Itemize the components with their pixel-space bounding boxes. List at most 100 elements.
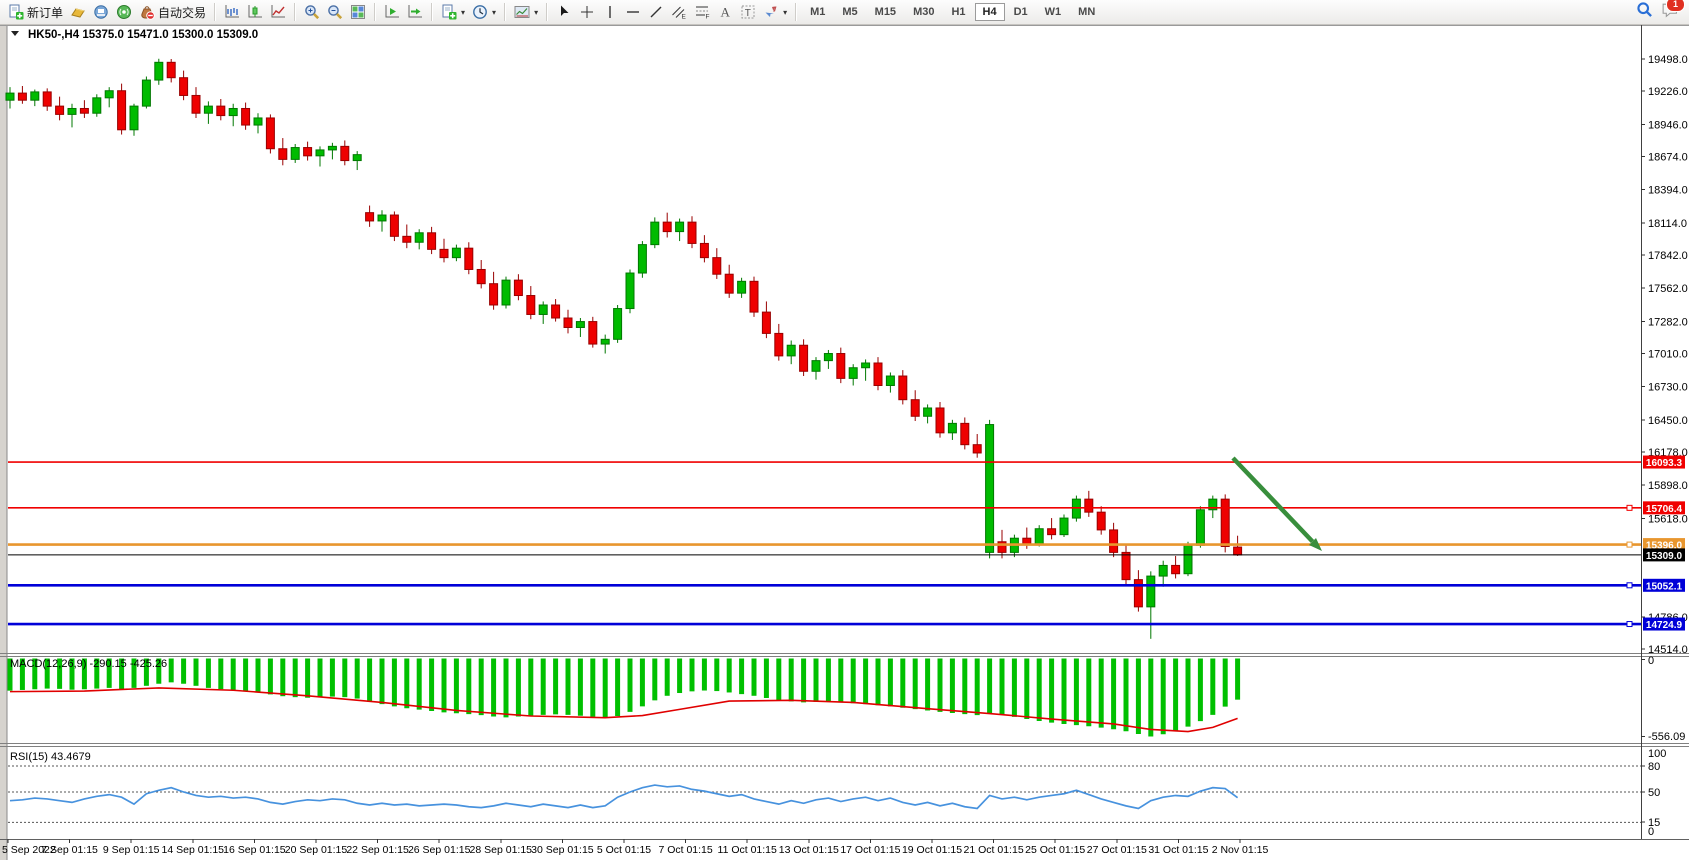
- fibonacci-retracement-icon: F: [694, 4, 710, 20]
- autotrading-button[interactable]: 自动交易: [136, 2, 209, 23]
- trend-arrow[interactable]: [1231, 456, 1315, 544]
- horizontal-line-button[interactable]: [622, 2, 644, 22]
- crosshair-button[interactable]: [576, 2, 598, 22]
- line-handle[interactable]: [1626, 621, 1633, 628]
- market-icon: [70, 4, 86, 20]
- macd-zero-label: 0: [1648, 655, 1654, 667]
- timeframe-h4-button[interactable]: H4: [974, 3, 1005, 21]
- fibonacci-retracement-button[interactable]: F: [691, 2, 713, 22]
- macd-min-label: -556.09: [1648, 731, 1685, 743]
- date-tick-label: 20 Sep 01:15: [285, 844, 348, 856]
- candlestick-chart-button[interactable]: [244, 2, 266, 22]
- candle: [327, 145, 337, 151]
- rsi-axis-label: 50: [1648, 787, 1660, 799]
- bar-chart-button[interactable]: [221, 2, 243, 22]
- market-button[interactable]: [67, 2, 89, 22]
- vertical-line-button[interactable]: [599, 2, 621, 22]
- one-click-trading-toggle[interactable]: [11, 31, 19, 36]
- candle: [79, 107, 89, 114]
- toolbar-group: ▾: [509, 2, 543, 22]
- timeframe-mn-button[interactable]: MN: [1078, 6, 1096, 18]
- timeframe-d1-button[interactable]: D1: [1013, 6, 1028, 18]
- timeframe-w1-button[interactable]: W1: [1044, 6, 1062, 18]
- toolbar: 新订单 自动交易 ▾ ▾ ▾ E F A T ▾ M1 M5 M15 M30 H1 H4 D1 W1 MN 1: [0, 0, 1689, 25]
- toolbar-group: [379, 2, 428, 22]
- candle: [687, 221, 697, 244]
- new-chart-icon: [441, 4, 457, 20]
- search-button[interactable]: [1636, 1, 1653, 23]
- text-button[interactable]: A: [714, 2, 736, 22]
- profile-button[interactable]: [90, 2, 112, 22]
- text-label-button[interactable]: T: [737, 2, 759, 22]
- auto-scroll-button[interactable]: [381, 2, 403, 22]
- price-label: 15706.4: [1646, 504, 1683, 515]
- price-label: 15309.0: [1646, 551, 1683, 562]
- zoom-out-icon: [327, 4, 343, 20]
- zoom-in-button[interactable]: [301, 2, 323, 22]
- timeframe-m5-button[interactable]: M5: [842, 6, 858, 18]
- candle: [699, 242, 709, 259]
- templates-button[interactable]: ▾: [511, 2, 541, 22]
- cursor-button[interactable]: [553, 2, 575, 22]
- line-handle[interactable]: [1626, 541, 1633, 548]
- candle: [203, 105, 213, 114]
- line-handle[interactable]: [1626, 504, 1633, 511]
- candle: [526, 295, 536, 315]
- new-chart-button[interactable]: ▾: [438, 2, 468, 22]
- candle: [253, 117, 263, 126]
- candle: [1084, 498, 1094, 513]
- timeframe-m15-button[interactable]: M15: [874, 6, 897, 18]
- price-tick-label: 15898.0: [1648, 480, 1688, 492]
- rsi-axis-label: 100: [1648, 748, 1666, 760]
- notifications-button[interactable]: 1: [1661, 0, 1685, 23]
- candle: [873, 362, 883, 386]
- price-tick-label: 17282.0: [1648, 316, 1688, 328]
- candle: [5, 92, 15, 101]
- trendline-button[interactable]: [645, 2, 667, 22]
- text-icon: A: [717, 4, 733, 20]
- candle: [154, 61, 164, 81]
- timeframe-h1-button[interactable]: H1: [951, 6, 966, 18]
- autotrading-label: 自动交易: [158, 5, 207, 20]
- candle: [861, 362, 871, 369]
- trend-arrow-head[interactable]: [1309, 538, 1322, 551]
- chart-canvas[interactable]: 19498.0 19226.0 18946.0 18674.0 18394.0 18114…: [0, 25, 1689, 860]
- candle: [613, 308, 623, 340]
- candle: [402, 235, 412, 243]
- date-tick-label: 9 Sep 01:15: [103, 844, 160, 856]
- candle: [1133, 579, 1143, 608]
- candle: [1109, 529, 1119, 553]
- new-order-button[interactable]: 新订单: [5, 2, 66, 23]
- line-chart-button[interactable]: [267, 2, 289, 22]
- arrows-icon: [763, 4, 779, 20]
- macd-label: MACD(12,26,9) -290.15 -425.26: [10, 658, 167, 670]
- profiles-button[interactable]: ▾: [469, 2, 499, 22]
- candle: [265, 117, 275, 150]
- candle: [923, 407, 933, 417]
- price-tick-label: 17010.0: [1648, 349, 1688, 361]
- candle: [129, 105, 139, 131]
- zoom-out-button[interactable]: [324, 2, 346, 22]
- timeframe-m1-button[interactable]: M1: [810, 6, 826, 18]
- chart-window: 19498.0 19226.0 18946.0 18674.0 18394.0 18114…: [0, 25, 1689, 860]
- candle: [625, 272, 635, 310]
- timeframe-m30-button[interactable]: M30: [913, 6, 935, 18]
- price-label: 16093.3: [1646, 458, 1683, 469]
- line-handle[interactable]: [1626, 582, 1633, 589]
- arrows-button[interactable]: ▾: [760, 2, 790, 22]
- signals-button[interactable]: [113, 2, 135, 22]
- equidistant-channel-button[interactable]: E: [668, 2, 690, 22]
- candle: [588, 321, 598, 345]
- chart-shift-button[interactable]: [404, 2, 426, 22]
- horizontal-line-icon: [625, 4, 641, 20]
- line-chart-icon: [270, 4, 286, 20]
- tile-windows-button[interactable]: [347, 2, 369, 22]
- chevron-down-icon: ▾: [492, 7, 497, 17]
- date-tick-label: 21 Oct 01:15: [964, 844, 1024, 856]
- candle: [563, 317, 573, 328]
- candle: [179, 77, 189, 96]
- price-label: 15396.0: [1646, 541, 1683, 552]
- toolbar-separator: [546, 3, 549, 21]
- candle: [191, 94, 201, 114]
- candle: [600, 338, 610, 345]
